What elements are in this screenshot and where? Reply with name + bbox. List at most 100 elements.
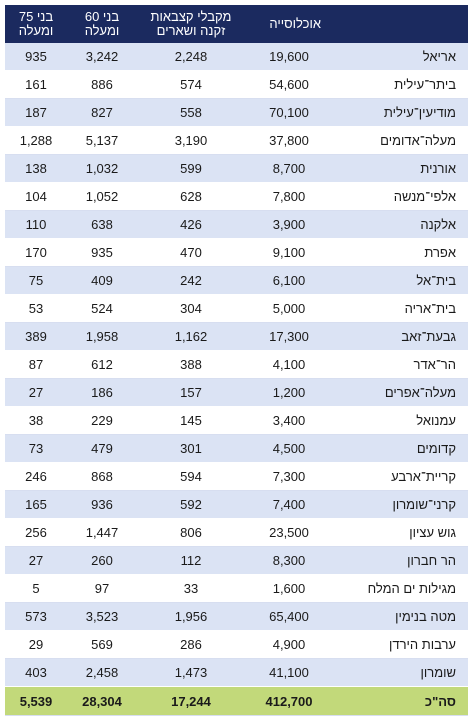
cell-pension: 426 <box>137 210 245 239</box>
cell-settlement: מודיעין־עילית <box>333 98 468 127</box>
cell-settlement: הר־אדר <box>333 350 468 379</box>
cell-age75: 170 <box>5 238 67 267</box>
cell-pension: 594 <box>137 462 245 491</box>
cell-pension: 558 <box>137 98 245 127</box>
cell-age75: 104 <box>5 182 67 211</box>
cell-settlement: קרני־שומרון <box>333 490 468 519</box>
table-row: עמנואל 3,400 145 229 38 <box>5 406 468 435</box>
cell-pension: 301 <box>137 434 245 463</box>
header-age75-line1: בני 75 <box>18 9 54 24</box>
cell-pension: 599 <box>137 154 245 183</box>
cell-age75: 75 <box>5 266 67 295</box>
cell-age60: 868 <box>67 462 137 491</box>
cell-population: 7,300 <box>245 462 333 491</box>
cell-age60: 1,032 <box>67 154 137 183</box>
cell-age75: 110 <box>5 210 67 239</box>
cell-age60: 1,447 <box>67 518 137 547</box>
table-row: מטה בנימין 65,400 1,956 3,523 573 <box>5 602 468 631</box>
cell-population: 8,300 <box>245 546 333 575</box>
cell-age60: 97 <box>67 574 137 603</box>
cell-settlement: מעלה־אדומים <box>333 126 468 155</box>
header-population: אוכלוסייה <box>245 5 333 43</box>
cell-population: 41,100 <box>245 658 333 687</box>
cell-age75: 403 <box>5 658 67 687</box>
cell-population: 6,100 <box>245 266 333 295</box>
cell-pension: 304 <box>137 294 245 323</box>
cell-age60: 260 <box>67 546 137 575</box>
cell-pension: 1,473 <box>137 658 245 687</box>
header-age60-line2: ומעלה <box>84 23 120 38</box>
cell-age60: 612 <box>67 350 137 379</box>
table-row: מגילות ים המלח 1,600 33 97 5 <box>5 574 468 603</box>
cell-settlement: בית־אל <box>333 266 468 295</box>
cell-age75: 389 <box>5 322 67 351</box>
cell-settlement: מגילות ים המלח <box>333 574 468 603</box>
cell-settlement: ערבות הירדן <box>333 630 468 659</box>
cell-age75: 138 <box>5 154 67 183</box>
cell-age60: 569 <box>67 630 137 659</box>
cell-age75: 246 <box>5 462 67 491</box>
cell-age75: 165 <box>5 490 67 519</box>
header-row: אוכלוסייה מקבלי קצבאות זקנה ושארים בני 6… <box>5 5 468 43</box>
cell-settlement: עמנואל <box>333 406 468 435</box>
cell-age75: 935 <box>5 43 67 71</box>
cell-age75: 187 <box>5 98 67 127</box>
settlements-table: אוכלוסייה מקבלי קצבאות זקנה ושארים בני 6… <box>5 5 468 716</box>
cell-age60: 935 <box>67 238 137 267</box>
table-row: אפרת 9,100 470 935 170 <box>5 238 468 267</box>
header-age75-line2: ומעלה <box>18 23 54 38</box>
cell-pension: 1,162 <box>137 322 245 351</box>
cell-age60: 524 <box>67 294 137 323</box>
cell-population: 65,400 <box>245 602 333 631</box>
cell-age60: 936 <box>67 490 137 519</box>
cell-population: 4,900 <box>245 630 333 659</box>
cell-population: 3,900 <box>245 210 333 239</box>
cell-settlement: מטה בנימין <box>333 602 468 631</box>
cell-age60: 409 <box>67 266 137 295</box>
header-pension-line1: מקבלי קצבאות <box>150 9 232 24</box>
cell-pension: 388 <box>137 350 245 379</box>
cell-population: 5,000 <box>245 294 333 323</box>
cell-age75: 161 <box>5 70 67 99</box>
cell-population: 37,800 <box>245 126 333 155</box>
cell-age75: 5 <box>5 574 67 603</box>
cell-age75: 256 <box>5 518 67 547</box>
cell-age60: 638 <box>67 210 137 239</box>
cell-age75: 27 <box>5 378 67 407</box>
table-row: אלפי־מנשה 7,800 628 1,052 104 <box>5 182 468 211</box>
cell-pension: 33 <box>137 574 245 603</box>
table-row: קדומים 4,500 301 479 73 <box>5 434 468 463</box>
cell-pension: 3,190 <box>137 126 245 155</box>
cell-pension: 592 <box>137 490 245 519</box>
table-row: קריית־ארבע 7,300 594 868 246 <box>5 462 468 491</box>
cell-population: 23,500 <box>245 518 333 547</box>
cell-age60: 2,458 <box>67 658 137 687</box>
cell-age60: 186 <box>67 378 137 407</box>
cell-population: 8,700 <box>245 154 333 183</box>
table-row: ערבות הירדן 4,900 286 569 29 <box>5 630 468 659</box>
header-pension-line2: זקנה ושארים <box>156 23 226 38</box>
table-row: אורנית 8,700 599 1,032 138 <box>5 154 468 183</box>
cell-age60: 5,137 <box>67 126 137 155</box>
cell-pension: 112 <box>137 546 245 575</box>
cell-pension: 145 <box>137 406 245 435</box>
table-row: ביתר־עילית 54,600 574 886 161 <box>5 70 468 99</box>
cell-age75: 1,288 <box>5 126 67 155</box>
cell-pension: 628 <box>137 182 245 211</box>
cell-age75: 5,539 <box>5 686 67 716</box>
cell-settlement: אלקנה <box>333 210 468 239</box>
cell-age75: 27 <box>5 546 67 575</box>
cell-pension: 17,244 <box>137 686 245 716</box>
cell-pension: 242 <box>137 266 245 295</box>
cell-settlement: הר חברון <box>333 546 468 575</box>
cell-age60: 3,242 <box>67 43 137 71</box>
table-row: הר חברון 8,300 112 260 27 <box>5 546 468 575</box>
cell-settlement: שומרון <box>333 658 468 687</box>
cell-population: 7,800 <box>245 182 333 211</box>
cell-settlement: קריית־ארבע <box>333 462 468 491</box>
cell-age60: 479 <box>67 434 137 463</box>
cell-pension: 2,248 <box>137 43 245 71</box>
cell-population: 17,300 <box>245 322 333 351</box>
cell-age75: 87 <box>5 350 67 379</box>
cell-population: 3,400 <box>245 406 333 435</box>
